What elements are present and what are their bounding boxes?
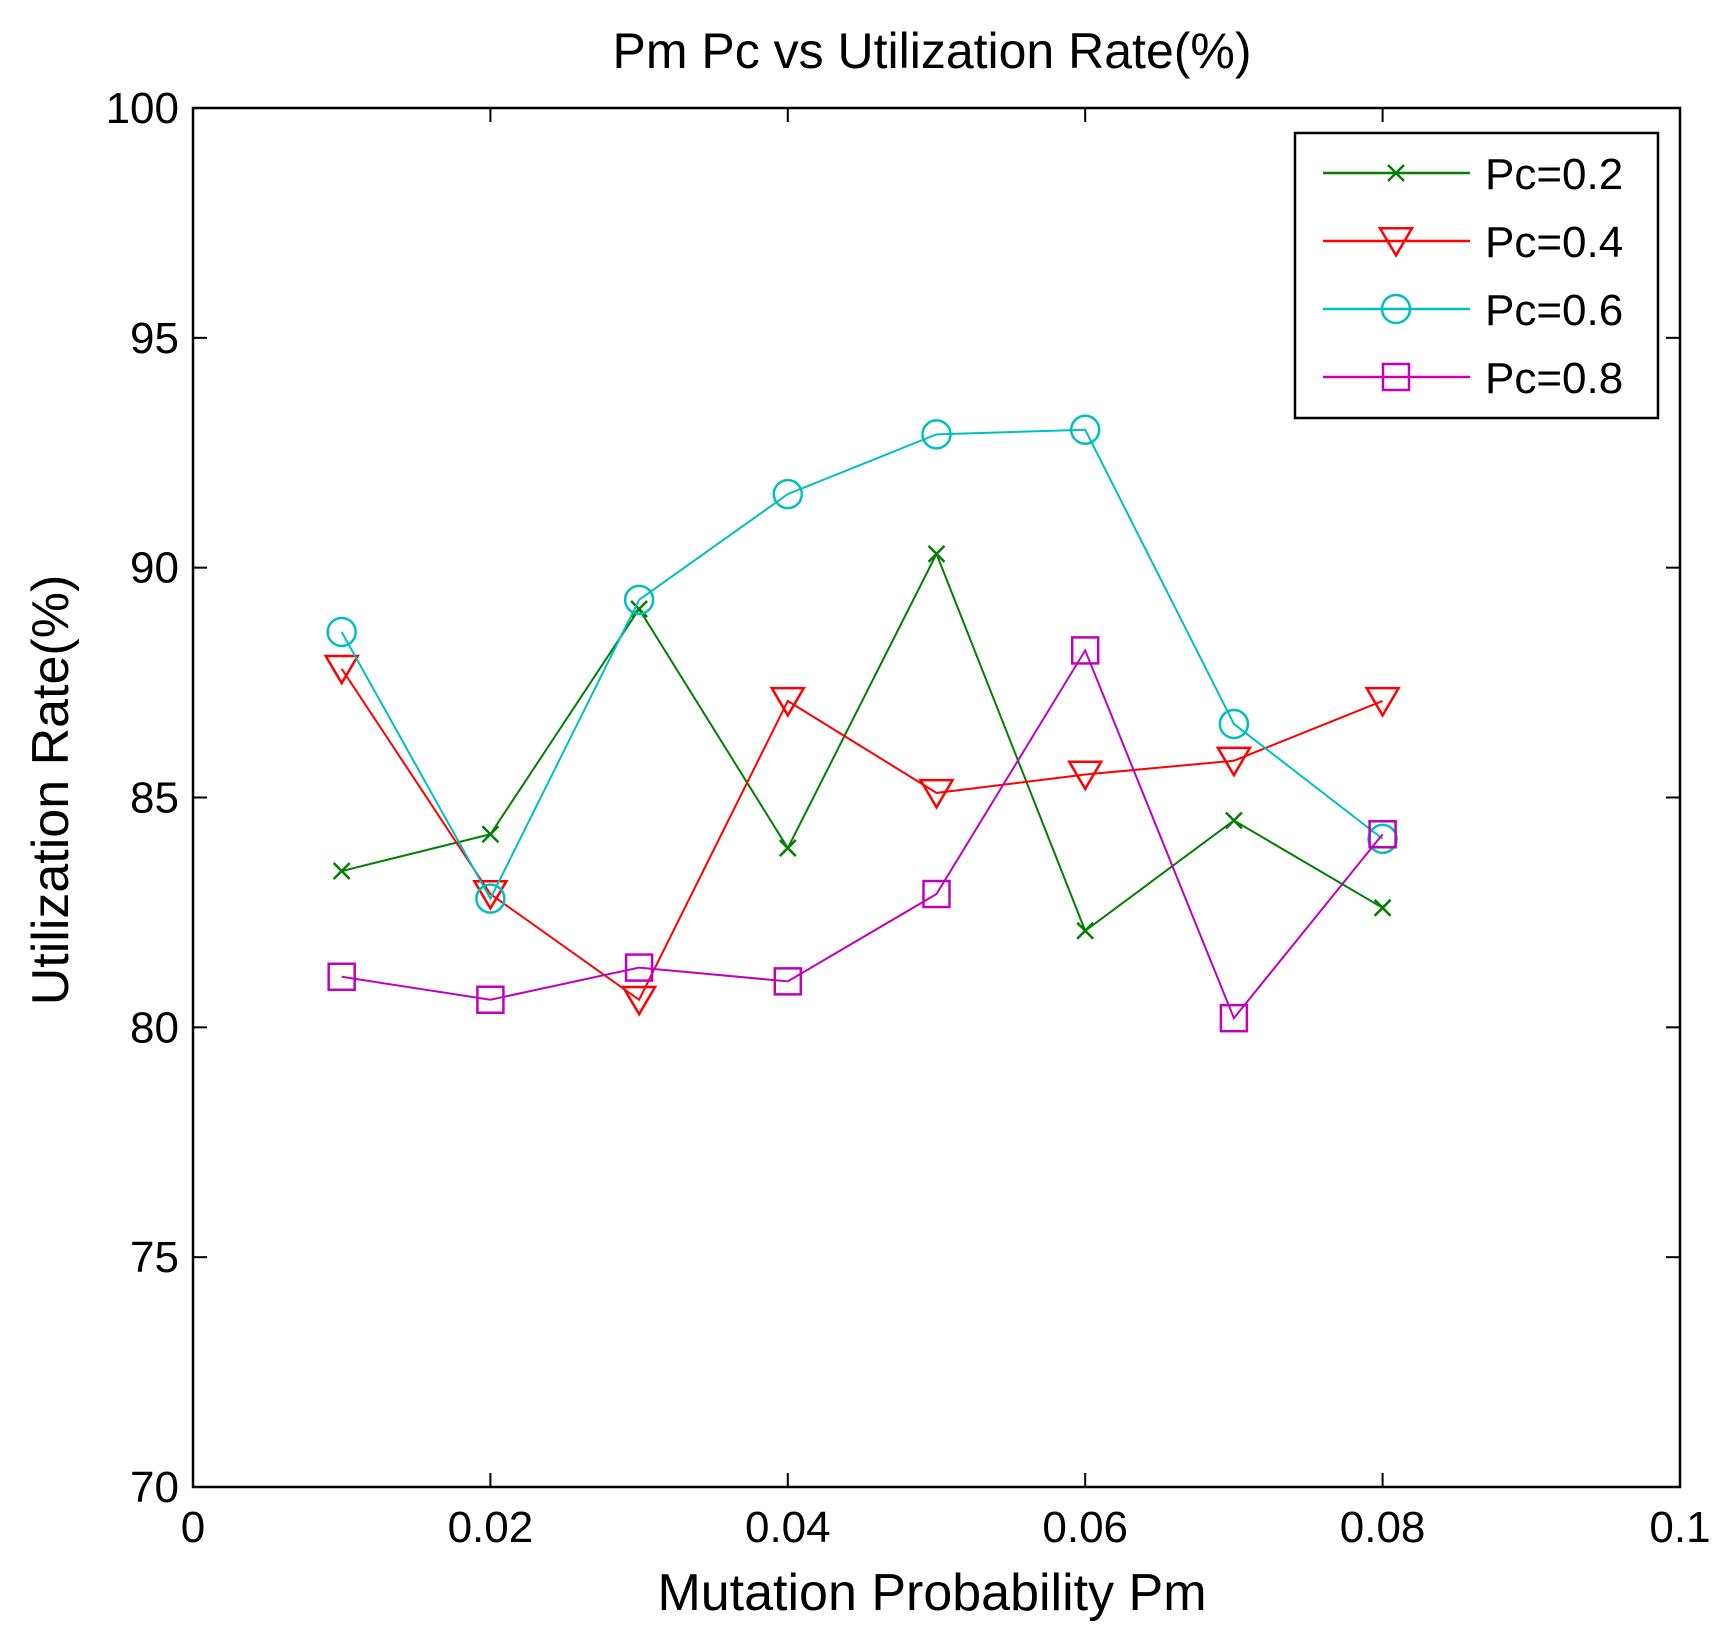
legend-label: Pc=0.4 (1485, 218, 1623, 267)
data-point (476, 985, 505, 1015)
x-tick-label: 0.1 (1649, 1503, 1710, 1552)
data-point (481, 825, 500, 844)
data-point (918, 778, 955, 810)
marker-stroke (778, 839, 797, 857)
legend-item: Pc=0.8 (1323, 354, 1623, 403)
chart-title: Pm Pc vs Utilization Rate(%) (612, 23, 1251, 79)
y-tick-label: 95 (130, 314, 179, 363)
data-point (475, 883, 506, 914)
data-point (623, 584, 655, 616)
x-tick-label: 0.06 (1042, 1503, 1128, 1552)
marker-stroke (481, 825, 500, 844)
y-axis-label: Utilization Rate(%) (22, 575, 80, 1006)
data-point (1373, 898, 1392, 917)
legend-marker (1387, 164, 1405, 182)
legend-marker (1381, 362, 1411, 392)
series-line (341, 551, 1384, 933)
x-tick-label: 0 (181, 1503, 205, 1552)
legend-item: Pc=0.2 (1323, 150, 1623, 199)
series-line (340, 428, 1384, 901)
data-point (772, 478, 804, 510)
y-tick-label: 75 (130, 1233, 179, 1282)
y-tick-label: 85 (130, 774, 179, 823)
legend-label: Pc=0.8 (1485, 354, 1623, 403)
data-point (620, 985, 658, 1017)
data-point (326, 616, 357, 648)
marker-stroke (1225, 811, 1243, 830)
data-point (1067, 760, 1104, 792)
data-point (927, 544, 946, 563)
marker-stroke (927, 544, 946, 563)
data-point (624, 953, 654, 982)
data-point (1069, 414, 1101, 446)
data-point (1215, 746, 1253, 778)
series-Pc=0.4 (323, 654, 1401, 1017)
legend-label: Pc=0.2 (1485, 150, 1623, 199)
y-tick-label: 70 (130, 1463, 179, 1512)
data-point (1364, 686, 1401, 718)
data-point (630, 600, 648, 618)
legend-marker (1377, 226, 1415, 258)
series-line (341, 648, 1384, 1021)
marker-stroke (1387, 164, 1405, 182)
y-tick-label: 80 (130, 1003, 179, 1052)
series-Pc=0.2 (332, 544, 1392, 940)
legend-label: Pc=0.6 (1485, 286, 1623, 335)
data-point (332, 862, 351, 880)
marker-stroke (1373, 898, 1392, 917)
legend-box (1293, 131, 1660, 420)
series-Pc=0.8 (327, 636, 1397, 1033)
legend-item: Pc=0.4 (1323, 218, 1623, 267)
data-point (327, 962, 356, 992)
legend-item: Pc=0.6 (1323, 286, 1623, 335)
data-point (323, 654, 360, 686)
plot-area: 0 0.02 0.04 0.06 0.08 0.1 70 75 80 85 90 95 100 (106, 84, 1711, 1552)
legend: Pc=0.2 Pc=0.4 Pc=0.6 Pc=0.8 (1293, 131, 1660, 420)
marker-stroke (1076, 921, 1095, 940)
data-point (778, 839, 797, 857)
y-tick-label: 100 (106, 84, 179, 133)
data-point (1225, 811, 1243, 830)
x-axis-label: Mutation Probability Pm (657, 1564, 1206, 1622)
marker-stroke (332, 862, 351, 880)
data-point (922, 879, 951, 909)
data-point (1368, 820, 1397, 849)
data-point (1076, 921, 1095, 940)
x-tick-label: 0.08 (1340, 1503, 1426, 1552)
x-tick-label: 0.02 (448, 1503, 534, 1552)
data-point (472, 879, 509, 911)
data-point (773, 967, 803, 996)
data-point (921, 419, 952, 450)
x-tick-label: 0.04 (745, 1503, 831, 1552)
series-line (340, 668, 1383, 1002)
data-point (1218, 708, 1250, 740)
data-point (1219, 1003, 1249, 1033)
y-tick-label: 90 (130, 544, 179, 593)
marker-stroke (630, 600, 648, 618)
data-point (769, 686, 806, 718)
data-point (1070, 636, 1100, 665)
legend-marker (1380, 293, 1412, 325)
series-Pc=0.6 (326, 414, 1398, 914)
